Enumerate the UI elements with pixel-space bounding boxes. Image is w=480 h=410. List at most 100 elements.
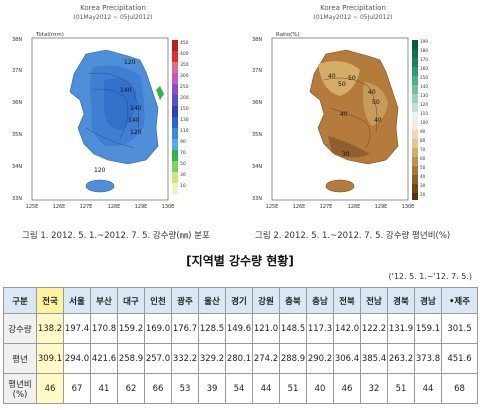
table-cell: 68 — [441, 373, 478, 404]
map2-contour-region — [318, 61, 360, 96]
table-cell: 67 — [63, 373, 91, 404]
table-header-row: 구분 전국 서울 부산 대구 인천 광주 울산 경기 강원 충북 충남 전북 전… — [3, 287, 478, 314]
column-header: 강원 — [252, 287, 280, 314]
svg-text:33N: 33N — [252, 196, 262, 202]
map2-contour-line — [323, 77, 378, 133]
svg-text:128E: 128E — [108, 204, 121, 210]
svg-text:40: 40 — [420, 174, 426, 179]
table-cell: 421.6 — [90, 343, 118, 374]
svg-text:350: 350 — [180, 62, 189, 68]
map2-lat-axis: 38N 37N 36N 35N 34N 33N — [252, 37, 262, 202]
svg-text:36N: 36N — [12, 100, 22, 106]
svg-text:34N: 34N — [12, 164, 22, 170]
map2-contour-label: 30 — [342, 151, 350, 158]
svg-text:30: 30 — [420, 183, 426, 188]
column-header: 충남 — [306, 287, 334, 314]
table-row: 평년 309.1 294.0 421.6 258.9 257.0 332.2 3… — [3, 343, 478, 374]
svg-text:160: 160 — [420, 66, 428, 71]
column-header: 충북 — [279, 287, 307, 314]
svg-text:36N: 36N — [252, 100, 262, 106]
table-cell: 159.1 — [414, 313, 442, 344]
svg-text:129E: 129E — [135, 204, 148, 210]
table-cell: 128.5 — [198, 313, 226, 344]
svg-text:250: 250 — [180, 84, 189, 90]
table-cell: 44 — [252, 373, 280, 404]
column-header: 전북 — [333, 287, 361, 314]
table-cell: 306.4 — [333, 343, 361, 374]
svg-text:50: 50 — [420, 165, 426, 170]
column-header: 대구 — [117, 287, 145, 314]
map1-contour-label: 120 — [124, 59, 136, 66]
column-header: 전국 — [36, 287, 64, 314]
svg-text:126E: 126E — [293, 204, 306, 210]
svg-text:127E: 127E — [80, 204, 93, 210]
table-cell: 51 — [279, 373, 307, 404]
map2-contour-line — [329, 107, 371, 149]
map1-scale-labels: 450 400 350 300 250 200 150 130 110 90 7… — [180, 40, 189, 189]
row-header: 강수량 — [3, 313, 37, 344]
svg-text:20: 20 — [420, 192, 426, 197]
row-header: 평년비 (%) — [3, 373, 37, 404]
table-cell: 62 — [117, 373, 145, 404]
map1-color-scale — [172, 40, 178, 194]
table-cell: 257.0 — [144, 343, 172, 374]
table-cell: 258.9 — [117, 343, 145, 374]
table-cell: 32 — [360, 373, 388, 404]
table-cell: 170.8 — [90, 313, 118, 344]
table-cell: 53 — [171, 373, 199, 404]
svg-text:140: 140 — [420, 84, 428, 89]
svg-text:150: 150 — [180, 106, 189, 112]
table-cell: 169.0 — [144, 313, 172, 344]
svg-text:70: 70 — [420, 147, 426, 152]
period-label: ('12. 5. 1.~'12. 7. 5.) — [388, 272, 473, 281]
svg-text:110: 110 — [180, 128, 189, 134]
column-header: 울산 — [198, 287, 226, 314]
svg-text:35N: 35N — [12, 132, 22, 138]
svg-text:130E: 130E — [402, 204, 415, 210]
map1-contour-line — [87, 72, 140, 129]
svg-text:120: 120 — [420, 102, 428, 107]
svg-text:60: 60 — [420, 156, 426, 161]
map2-contour-label: 40 — [374, 117, 382, 124]
table-cell: 117.3 — [306, 313, 334, 344]
map2-contour-label: 50 — [372, 99, 380, 106]
map1-contour-core — [104, 78, 137, 130]
svg-text:38N: 38N — [252, 37, 262, 43]
map1-unit: Total(mm) — [36, 32, 64, 38]
svg-text:400: 400 — [180, 51, 189, 57]
svg-text:90: 90 — [420, 129, 426, 134]
table-cell: 290.2 — [306, 343, 334, 374]
column-header: •제주 — [441, 287, 478, 314]
map2-contour-label: 50 — [338, 81, 346, 88]
map1-east-coast-patch — [156, 86, 164, 100]
column-header: 부산 — [90, 287, 118, 314]
column-header: 인천 — [144, 287, 172, 314]
column-header: 경남 — [414, 287, 442, 314]
svg-text:190: 190 — [420, 39, 428, 44]
map2-contour-label: 40 — [328, 73, 336, 80]
svg-text:150: 150 — [420, 75, 428, 80]
table-cell: 39 — [198, 373, 226, 404]
table-cell: 148.5 — [279, 313, 307, 344]
svg-text:34N: 34N — [252, 164, 262, 170]
svg-text:180: 180 — [420, 48, 428, 53]
svg-text:35N: 35N — [252, 132, 262, 138]
table-cell: 51 — [387, 373, 415, 404]
svg-text:170: 170 — [420, 57, 428, 62]
table-cell: 309.1 — [36, 343, 64, 374]
svg-text:38N: 38N — [12, 37, 22, 43]
map2-contour-region — [328, 136, 370, 158]
svg-text:450: 450 — [180, 40, 189, 46]
svg-text:130: 130 — [180, 117, 189, 123]
svg-text:300: 300 — [180, 73, 189, 79]
map1-lon-axis: 125E 126E 127E 128E 129E 130E — [26, 204, 175, 210]
svg-text:130E: 130E — [162, 204, 175, 210]
map2-title: Korea Precipitation — [320, 4, 386, 12]
map2-figure: 40 50 50 40 50 40 40 30 38N 37N 36N 35N … — [252, 37, 428, 210]
table-cell: 176.7 — [171, 313, 199, 344]
figure2-caption: 그림 2. 2012. 5. 1.~2012. 7. 5. 강수량 평년비(%) — [255, 231, 451, 241]
svg-text:33N: 33N — [12, 196, 22, 202]
map2-lon-axis: 125E 126E 127E 128E 129E 130E — [266, 204, 415, 210]
svg-text:80: 80 — [420, 138, 426, 143]
map1-lat-axis: 38N 37N 36N 35N 34N 33N — [12, 37, 22, 202]
